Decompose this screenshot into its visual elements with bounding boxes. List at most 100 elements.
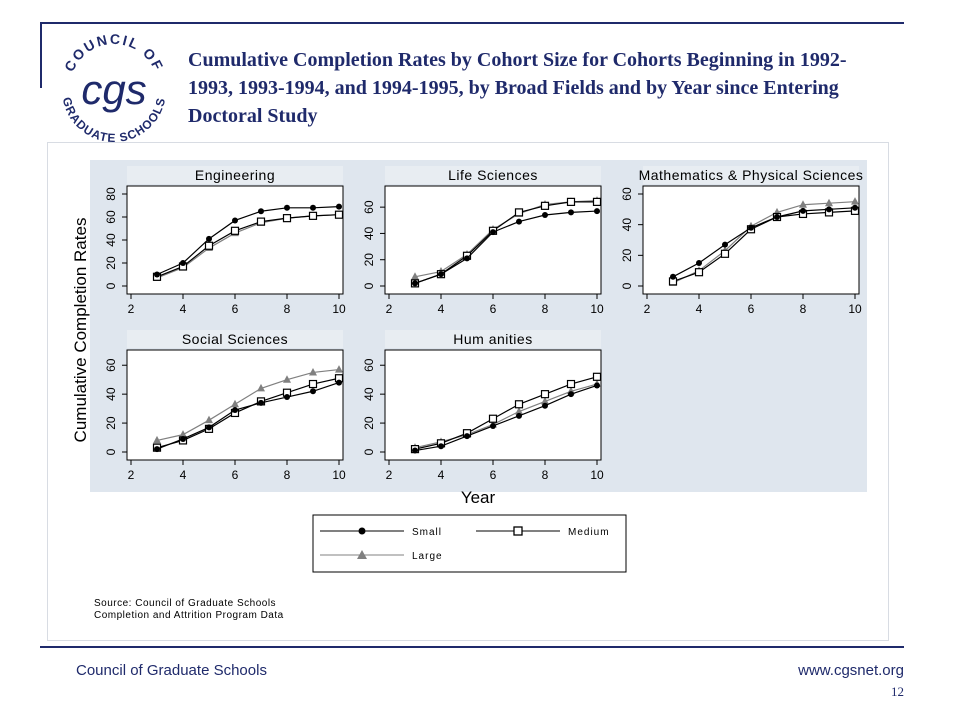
y-tick-label: 80 (104, 187, 118, 201)
source-line-2: Completion and Attrition Program Data (94, 610, 284, 621)
data-point-small (438, 271, 444, 278)
data-point-large (335, 365, 343, 373)
data-point-small (232, 217, 238, 224)
legend-box (312, 514, 627, 573)
x-tick-label: 2 (386, 302, 393, 316)
data-point-small (852, 204, 858, 211)
x-tick-label: 8 (542, 468, 549, 482)
series-line-medium (414, 376, 598, 450)
data-point-small (568, 391, 574, 398)
panel-title-strip (643, 166, 859, 184)
data-point-small (154, 446, 160, 453)
x-tick-label: 8 (542, 302, 549, 316)
data-point-large (283, 375, 291, 383)
data-point-small (258, 399, 264, 406)
panel-title-strip (127, 330, 343, 348)
x-tick-label: 2 (128, 468, 135, 482)
data-point-medium (592, 372, 602, 381)
data-point-medium (514, 400, 524, 409)
series-line-medium (672, 210, 856, 282)
slide-title: Cumulative Completion Rates by Cohort Si… (188, 49, 847, 127)
data-point-small (594, 382, 600, 389)
y-tick-label: 0 (620, 282, 634, 289)
data-point-large (257, 383, 265, 392)
x-tick-label: 10 (590, 468, 604, 482)
y-tick-label: 20 (620, 248, 634, 262)
x-tick-label: 4 (696, 302, 703, 316)
data-point-medium (282, 214, 292, 223)
data-point-small (284, 204, 290, 211)
data-point-medium (334, 210, 344, 219)
x-tick-label: 8 (800, 302, 807, 316)
x-tick-label: 4 (438, 468, 445, 482)
data-point-small (594, 208, 600, 215)
x-tick-label: 10 (332, 302, 346, 316)
x-tick-label: 2 (128, 302, 135, 316)
page-number: 12 (891, 684, 904, 699)
x-tick-label: 6 (748, 302, 755, 316)
y-tick-label: 20 (104, 256, 118, 270)
y-tick-label: 20 (362, 253, 376, 267)
x-tick-label: 2 (644, 302, 651, 316)
data-point-small (696, 260, 702, 266)
series-line-medium (156, 214, 340, 278)
left-rule (40, 22, 42, 88)
y-tick-label: 0 (104, 282, 118, 289)
data-point-large (309, 367, 317, 376)
data-point-small (438, 443, 444, 450)
y-tick-label: 40 (104, 233, 118, 247)
y-tick-label: 60 (362, 200, 376, 214)
data-point-small (336, 203, 342, 210)
y-tick-label: 60 (620, 187, 634, 201)
series-line-small (414, 384, 598, 452)
data-point-medium (204, 241, 214, 250)
bottom-rule (40, 646, 904, 648)
data-point-small (826, 206, 832, 213)
x-tick-label: 4 (438, 302, 445, 316)
y-tick-label: 40 (104, 387, 118, 401)
footer-organization: Council of Graduate Schools (76, 662, 267, 679)
y-tick-label: 60 (104, 210, 118, 224)
y-tick-label: 40 (362, 226, 376, 240)
series-line-small (414, 210, 598, 284)
data-point-small (774, 214, 780, 220)
x-tick-label: 6 (232, 302, 239, 316)
data-point-medium (256, 217, 266, 226)
legend: Small Medium Large (312, 514, 627, 573)
data-point-large (205, 415, 213, 424)
source-line-1: Source: Council of Graduate Schools (94, 598, 276, 609)
data-point-small (800, 207, 806, 214)
y-tick-label: 40 (362, 387, 376, 401)
data-point-large (179, 430, 187, 438)
data-point-small (180, 260, 186, 266)
legend-marker-small (358, 527, 366, 535)
data-point-large (851, 197, 859, 205)
data-point-large (153, 435, 161, 444)
data-point-medium (540, 201, 550, 210)
series-line-large (414, 383, 598, 449)
legend-label-small: Small (412, 527, 442, 538)
data-point-small (310, 204, 316, 211)
y-tick-label: 0 (362, 448, 376, 455)
series-line-small (156, 206, 340, 276)
data-point-large (825, 198, 833, 207)
x-tick-label: 6 (490, 302, 497, 316)
data-point-small (310, 388, 316, 395)
data-point-small (542, 212, 548, 219)
data-point-small (206, 235, 212, 242)
panel-title: Social Sciences (182, 331, 288, 347)
x-tick-label: 10 (332, 468, 346, 482)
x-tick-label: 6 (232, 468, 239, 482)
legend-marker-medium (513, 526, 523, 536)
top-rule (40, 22, 904, 24)
footer-website: www.cgsnet.org (798, 662, 904, 679)
x-tick-label: 2 (386, 468, 393, 482)
series-line-small (672, 207, 856, 278)
data-point-small (490, 229, 496, 236)
legend-label-large: Large (412, 551, 443, 562)
data-point-medium (488, 414, 498, 423)
x-tick-label: 6 (490, 468, 497, 482)
panel-title-strip (385, 166, 601, 184)
data-point-medium (230, 226, 240, 235)
panel-title: Life Sciences (448, 167, 538, 183)
